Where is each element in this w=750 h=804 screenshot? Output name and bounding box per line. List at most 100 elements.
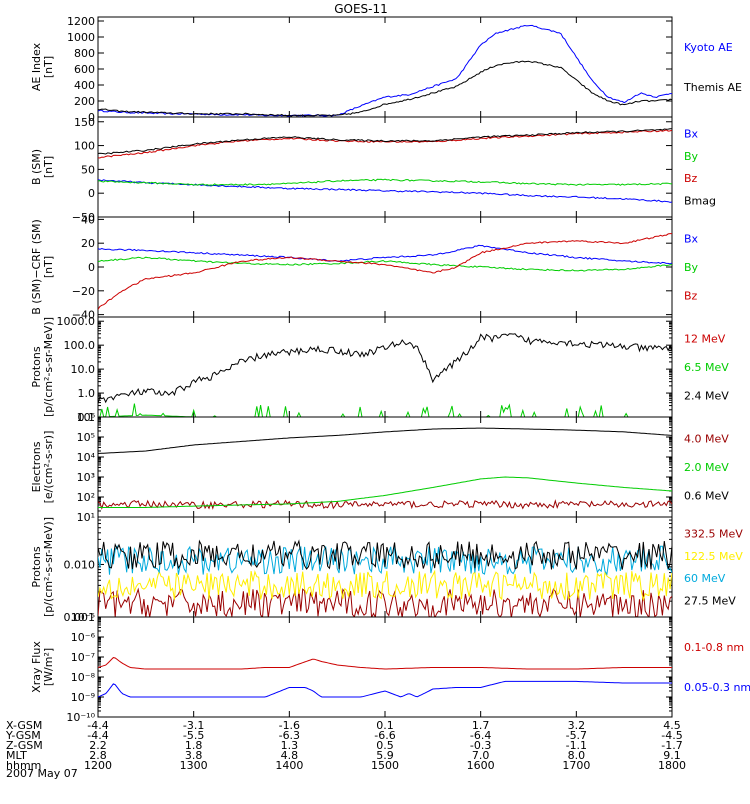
xrow-value: 3.8: [185, 749, 203, 762]
xrow-value: -5.5: [183, 729, 204, 742]
ytick-label: 1000.0: [57, 315, 96, 328]
panel-xray: 10⁻¹⁰ 10⁻⁹ 10⁻⁸ 10⁻⁷ 10⁻⁶ 10⁻⁵ Xray Flux[W/m²]…: [30, 611, 750, 724]
panel-ae: 0 200 400 600 800 1000 1200 AE Index[nT] Kyoto A…: [30, 15, 742, 124]
plot-title: GOES-11: [334, 2, 388, 16]
legend-entry: Bz: [684, 172, 698, 185]
ylabel: Xray Flux[W/m²]: [30, 641, 55, 693]
ytick-label: 20: [81, 237, 95, 250]
ytick-label: 10²: [77, 491, 95, 504]
xrow-label: hhmm: [6, 759, 41, 772]
xrow-value: -0.3: [470, 739, 491, 752]
xrow-value: -4.4: [87, 729, 108, 742]
legend-entry: Bz: [684, 290, 698, 303]
xrow-label: X-GSM: [6, 719, 42, 732]
footer-date: 2007 May 07: [6, 767, 78, 780]
ytick-label: 0: [88, 111, 95, 124]
legend-entry: 60 MeV: [684, 572, 726, 585]
series-line-27-5-mev: [98, 539, 672, 570]
ylabel-line: B (SM)−CRF (SM): [30, 219, 43, 315]
series-line-bx: [98, 244, 672, 265]
xrow-value: 8.0: [568, 749, 586, 762]
xrow-value: 4.5: [663, 719, 681, 732]
xrow-label: Y-GSM: [5, 729, 41, 742]
xrow-value: 2.2: [89, 739, 107, 752]
series-line-kyoto-ae: [98, 24, 672, 117]
ylabel: B (SM)−CRF (SM)[nT]: [30, 219, 55, 315]
xrow-value: -1.7: [661, 739, 682, 752]
xrow-value: 1.7: [472, 719, 490, 732]
legend-entry: 0.6 MeV: [684, 490, 729, 503]
xrow-value: 1300: [180, 759, 208, 772]
ylabel: Protons[p/(cm²-s-sr-MeV)]: [30, 517, 55, 617]
ylabel-line: Electrons: [30, 441, 43, 492]
xrow-label: MLT: [6, 749, 27, 762]
series-line-by: [98, 178, 672, 186]
ytick-label: 100.0: [64, 339, 96, 352]
panel-frame: [97, 216, 673, 318]
ytick-label: 10¹: [77, 511, 95, 524]
ylabel-line: Protons: [30, 346, 43, 387]
legend-entry: 122.5 MeV: [684, 550, 743, 563]
ytick-label: 1200: [67, 15, 95, 28]
xrow-value: 1200: [84, 759, 112, 772]
ytick-label: 10⁻¹⁰: [66, 711, 95, 724]
legend-entry: 2.4 MeV: [684, 390, 729, 403]
xrow-value: 1.8: [185, 739, 203, 752]
series-line-2-4-mev: [98, 333, 672, 404]
ytick-label: −40: [72, 309, 95, 322]
ylabel-line: [W/m²]: [42, 648, 55, 686]
legend-entry: By: [684, 261, 699, 274]
ylabel-line: Xray Flux: [30, 641, 43, 693]
ytick-label: 10³: [77, 471, 95, 484]
xrow-value: -6.4: [470, 729, 491, 742]
xrow-value: -4.5: [661, 729, 682, 742]
series-line-6-5-mev: [98, 403, 672, 417]
ytick-label: 10⁵: [77, 431, 95, 444]
xrow-value: 1400: [275, 759, 303, 772]
series-line-bmag: [98, 128, 672, 155]
ytick-label: 100: [74, 140, 95, 153]
xrow-value: 7.0: [472, 749, 490, 762]
ylabel-line: [nT]: [42, 56, 55, 78]
series-line-bx: [98, 179, 672, 203]
series-line-0-6-mev: [98, 427, 672, 454]
legend-entry: Bmag: [684, 194, 716, 207]
panel-frame: [97, 616, 673, 718]
ytick-label: −50: [72, 211, 95, 224]
legend-entry: 332.5 MeV: [684, 528, 743, 541]
xrow-value: -4.4: [87, 719, 108, 732]
xrow-label: Z-GSM: [6, 739, 43, 752]
ytick-label: 0.010: [64, 558, 96, 571]
series-line-2-0-mev: [98, 476, 672, 508]
xrow-value: 4.8: [281, 749, 299, 762]
xrow-value: -6.6: [374, 729, 395, 742]
ylabel: Protons[p/(cm²-s-sr-MeV)]: [30, 317, 55, 417]
xrow-value: -3.1: [183, 719, 204, 732]
ytick-label: 0.001: [64, 611, 96, 624]
panel-protons_low: 0.11.010.0100.01000.0Protons[p/(cm²-s-sr…: [30, 315, 729, 424]
ytick-label: −20: [72, 285, 95, 298]
ytick-label: 600: [74, 63, 95, 76]
panel-bfield: −50 0 50 100 150 B (SM)[nT] Bx By Bz Bmag: [30, 116, 716, 224]
ytick-label: 10⁻⁸: [71, 671, 96, 684]
series-line-0-05-0-3-nm: [98, 680, 672, 698]
ylabel-line: [nT]: [42, 156, 55, 178]
ylabel-line: [p/(cm²-s-sr-MeV)]: [42, 517, 55, 617]
ylabel: Electrons[e/(cm²-s-sr)]: [30, 431, 55, 504]
panel-electrons: 10¹ 10² 10³ 10⁴ 10⁵ 10⁶ Electrons[e/(cm²-s-sr)…: [30, 411, 729, 524]
ytick-label: 50: [81, 163, 95, 176]
xrow-value: -5.7: [566, 729, 587, 742]
ytick-label: 40: [81, 213, 95, 226]
ytick-label: 1000: [67, 31, 95, 44]
ylabel-line: [p/(cm²-s-sr-MeV)]: [42, 317, 55, 417]
xrow-value: -6.3: [279, 729, 300, 742]
ytick-label: 400: [74, 79, 95, 92]
ylabel: B (SM)[nT]: [30, 149, 55, 185]
series-line-332-5-mev: [98, 587, 672, 617]
ytick-label: 800: [74, 47, 95, 60]
legend-entry: 4.0 MeV: [684, 432, 729, 445]
ytick-label: 10⁻⁵: [71, 611, 95, 624]
ytick-label: 10⁻⁷: [71, 651, 95, 664]
panel-frame: [97, 316, 673, 418]
xrow-value: 5.9: [376, 749, 394, 762]
